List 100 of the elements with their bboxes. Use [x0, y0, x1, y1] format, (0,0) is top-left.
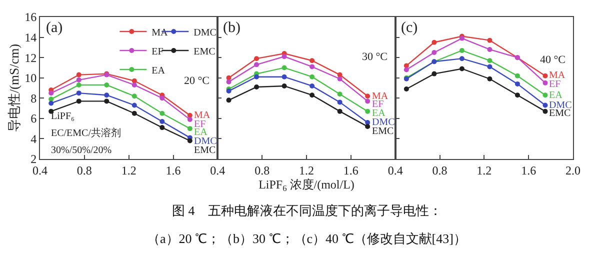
- point: [487, 38, 492, 43]
- point: [404, 67, 409, 72]
- point: [365, 94, 370, 99]
- point: [404, 63, 409, 68]
- point: [132, 82, 137, 88]
- point: [542, 92, 548, 98]
- point: [337, 92, 342, 97]
- x-tick-label: 1.2: [298, 163, 314, 178]
- y-tick-label: 8: [30, 91, 37, 106]
- x-tick-label: 1.6: [343, 163, 358, 178]
- point: [487, 46, 492, 52]
- point: [76, 82, 82, 88]
- x-tick-label: 1.2: [121, 163, 136, 178]
- x-tick-label: 1.6: [166, 163, 181, 178]
- point: [404, 86, 409, 92]
- point: [48, 96, 54, 102]
- series-label: EF: [372, 99, 384, 110]
- point: [76, 77, 82, 82]
- annotation: EC/EMC/共溶剂: [51, 127, 122, 139]
- point: [310, 74, 315, 80]
- x-tick-label: 0.4: [388, 163, 403, 178]
- point: [282, 54, 287, 60]
- point: [254, 62, 260, 68]
- point: [226, 98, 232, 103]
- point: [432, 50, 437, 55]
- series-label: DMC: [372, 117, 396, 128]
- legend-label: DMC: [194, 27, 217, 38]
- annotation: LiPF₆: [51, 111, 76, 122]
- point: [459, 48, 464, 53]
- x-tick-label: 2.0: [566, 163, 581, 178]
- series-label: EA: [549, 90, 564, 101]
- point: [282, 83, 287, 88]
- series-label: MA: [372, 91, 389, 102]
- legend-label: MA: [152, 27, 169, 38]
- series-label: EF: [549, 79, 562, 90]
- annotation: 20 °C: [184, 75, 210, 87]
- point: [76, 98, 82, 104]
- point: [487, 76, 492, 82]
- caption: 图 4 五种电解液在不同温度下的离子导电性：: [172, 203, 442, 218]
- point: [160, 125, 165, 130]
- point: [282, 65, 287, 70]
- point: [160, 110, 165, 116]
- point: [514, 92, 520, 98]
- point: [48, 100, 54, 106]
- x-tick-label: 1.2: [476, 163, 492, 178]
- point: [337, 108, 342, 114]
- point: [310, 83, 315, 88]
- point: [487, 58, 492, 64]
- point: [514, 73, 520, 78]
- legend-label: EMC: [194, 46, 216, 58]
- point: [365, 124, 370, 130]
- point: [365, 98, 370, 104]
- text: DMC: [194, 136, 217, 147]
- point: [160, 118, 165, 124]
- x-tick-label: 1.6: [521, 163, 536, 178]
- series-label: EMC: [372, 126, 394, 137]
- point: [459, 56, 464, 62]
- point: [76, 90, 82, 96]
- point: [432, 71, 437, 76]
- x-tick-label: 0.8: [76, 163, 92, 178]
- point: [542, 102, 548, 108]
- point: [104, 92, 110, 98]
- point: [310, 64, 315, 70]
- text: MA: [194, 110, 210, 121]
- annotation: 30 °C: [362, 51, 388, 63]
- point: [459, 66, 464, 72]
- point: [226, 88, 232, 94]
- y-tick-label: 6: [30, 112, 37, 126]
- series-label: EA: [372, 108, 386, 119]
- chart-title: (a): [46, 20, 63, 36]
- x-tick-label: 0.8: [254, 163, 270, 178]
- text: EMC: [194, 145, 216, 156]
- point: [310, 92, 315, 98]
- point: [187, 126, 192, 132]
- point: [187, 138, 192, 144]
- point: [187, 116, 192, 122]
- x-axis-title: LiPF$_{6}$ 浓度/(mol/L): [258, 177, 354, 193]
- point: [132, 102, 137, 108]
- point: [514, 81, 520, 86]
- chart-title: (b): [223, 20, 240, 36]
- point: [104, 98, 110, 104]
- point: [132, 110, 137, 116]
- point: [254, 56, 260, 62]
- point: [254, 84, 260, 90]
- series-label: EMC: [549, 108, 571, 119]
- point: [487, 64, 492, 70]
- chart-title: (c): [401, 20, 418, 36]
- legend-label: EA: [152, 65, 166, 76]
- point: [282, 74, 287, 80]
- point: [542, 108, 548, 114]
- point: [365, 108, 370, 114]
- point: [254, 74, 260, 80]
- point: [76, 72, 82, 78]
- text: EA: [194, 127, 208, 138]
- y-tick-label: 12: [24, 50, 37, 65]
- legend-label: EF: [152, 46, 164, 58]
- y-tick-label: 4: [30, 132, 37, 146]
- point: [132, 94, 137, 99]
- x-tick-label: 0.4: [210, 163, 226, 178]
- point: [542, 73, 548, 78]
